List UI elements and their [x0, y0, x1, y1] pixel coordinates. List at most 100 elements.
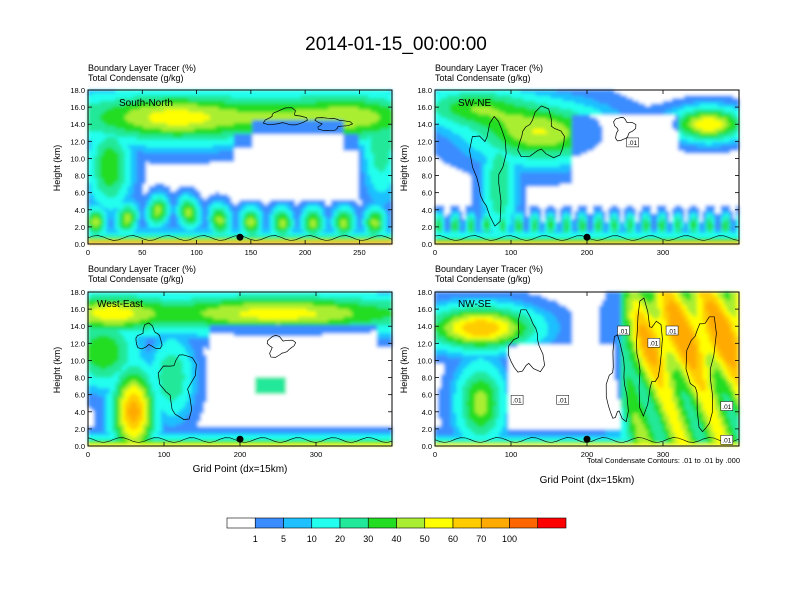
- colorbar-label: 70: [476, 534, 486, 544]
- y-tick-label: 16.0: [70, 103, 85, 112]
- colorbar-swatch: [226, 517, 256, 529]
- colorbar-label: 20: [335, 534, 345, 544]
- y-tick-label: 14.0: [70, 322, 85, 331]
- x-tick-label: 0: [86, 248, 90, 257]
- contour-label-box: [720, 401, 734, 411]
- contour-label-box: [510, 395, 524, 405]
- panel-south-north: Boundary Layer Tracer (%) Total Condensa…: [52, 63, 393, 257]
- contour-line: [636, 297, 663, 418]
- y-tick-label: 2.0: [422, 223, 432, 232]
- panel-nw-se: Boundary Layer Tracer (%) Total Condensa…: [399, 264, 740, 486]
- y-tick-label: 16.0: [70, 305, 85, 314]
- contour-label: .01: [722, 404, 731, 411]
- y-tick-label: 0.0: [422, 240, 432, 249]
- y-tick-label: 4.0: [75, 206, 85, 215]
- plot-frame: [434, 89, 740, 245]
- y-tick-label: 10.0: [417, 356, 432, 365]
- contour-line: [517, 105, 565, 159]
- x-tick-label: 100: [505, 450, 518, 459]
- contour-label: .01: [628, 140, 637, 147]
- contour-line: [507, 309, 545, 373]
- heatmap-field: [435, 90, 739, 244]
- grid-point-marker: [236, 233, 244, 241]
- y-tick-label: 16.0: [417, 305, 432, 314]
- grid-marker: [583, 233, 591, 241]
- plot-frame: [87, 291, 393, 447]
- contour-line: [262, 107, 308, 126]
- x-tick-label: 200: [581, 248, 594, 257]
- y-tick-label: 18.0: [417, 288, 432, 297]
- x-tick-label: 0: [86, 450, 90, 459]
- contour-line: [685, 316, 717, 433]
- x-tick-label: 50: [138, 248, 146, 257]
- panel-title-line1: Boundary Layer Tracer (%): [88, 264, 196, 274]
- y-tick-label: 12.0: [417, 137, 432, 146]
- x-axis-label: Grid Point (dx=15km): [193, 464, 288, 475]
- panel-sw-ne: Boundary Layer Tracer (%) Total Condensa…: [399, 63, 740, 257]
- y-tick-label: 6.0: [422, 391, 432, 400]
- x-tick-label: 100: [158, 450, 171, 459]
- grid-point-marker: [583, 435, 591, 443]
- panel-title-line1: Boundary Layer Tracer (%): [435, 264, 543, 274]
- x-tick-label: 150: [245, 248, 258, 257]
- colorbar-swatch: [339, 517, 369, 529]
- contour-label-box: [626, 137, 639, 148]
- x-axis: 0 50 100 150 200 250: [86, 90, 366, 257]
- y-tick-label: 14.0: [417, 120, 432, 129]
- panel-title-line1: Boundary Layer Tracer (%): [88, 63, 196, 73]
- contour-label: .01: [668, 328, 677, 335]
- x-tick-label: 200: [234, 450, 247, 459]
- contour-line: [266, 334, 297, 358]
- colorbar-swatch: [509, 517, 539, 529]
- contour-note: Total Condensate Contours: .01 to .01 by…: [587, 456, 740, 465]
- y-axis: 0.0 2.0 4.0 6.0 8.0 10.0 12.0 14.0 16.0 18.0: [417, 288, 739, 451]
- y-tick-label: 0.0: [75, 240, 85, 249]
- y-tick-label: 2.0: [75, 425, 85, 434]
- y-tick-label: 12.0: [70, 137, 85, 146]
- y-tick-label: 10.0: [417, 154, 432, 163]
- y-axis: 0.0 2.0 4.0 6.0 8.0 10.0 12.0 14.0 16.0 18.0: [417, 86, 739, 249]
- y-tick-label: 18.0: [417, 86, 432, 95]
- heatmap-image: [435, 292, 739, 446]
- heatmap-field: [88, 292, 392, 446]
- grid-marker: [236, 233, 244, 241]
- y-tick-label: 8.0: [75, 374, 85, 383]
- panel-label: West-East: [97, 299, 143, 310]
- contour-label-box: [720, 435, 734, 445]
- panel-label: South-North: [119, 98, 173, 109]
- grid-marker: [583, 435, 591, 443]
- colorbar: 1 5 10 20 30 40 50 60 70 100: [226, 517, 567, 544]
- panel-title-line2: Total Condensate (g/kg): [88, 274, 184, 284]
- heatmap-field: [88, 90, 392, 244]
- contour-line: [314, 117, 354, 132]
- colorbar-label: 60: [448, 534, 458, 544]
- colorbar-swatch: [424, 517, 454, 529]
- panel-west-east: Boundary Layer Tracer (%) Total Condensa…: [52, 264, 393, 475]
- colorbar-swatch: [311, 517, 341, 529]
- colorbar-label: 100: [502, 534, 517, 544]
- y-tick-label: 8.0: [422, 172, 432, 181]
- y-tick-label: 0.0: [422, 442, 432, 451]
- contour-line: [157, 354, 197, 420]
- y-tick-label: 18.0: [70, 288, 85, 297]
- panel-title-line2: Total Condensate (g/kg): [435, 274, 531, 284]
- colorbar-swatch: [452, 517, 482, 529]
- y-tick-label: 8.0: [75, 172, 85, 181]
- x-tick-label: 100: [190, 248, 203, 257]
- y-tick-label: 14.0: [417, 322, 432, 331]
- heatmap-field: [435, 292, 739, 446]
- y-tick-label: 4.0: [422, 408, 432, 417]
- plot-frame: [87, 89, 393, 245]
- contour-label-box: [647, 338, 661, 348]
- heatmap-image: [88, 90, 392, 244]
- x-tick-label: 300: [310, 450, 323, 459]
- heatmap-image: [435, 90, 739, 244]
- x-tick-label: 0: [433, 248, 437, 257]
- colorbar-label: 10: [307, 534, 317, 544]
- contour-lines: .01 .01 .01 .01 .01 .01 .01: [434, 297, 740, 445]
- colorbar-swatch: [254, 517, 284, 529]
- grid-point-marker: [583, 233, 591, 241]
- colorbar-label: 5: [281, 534, 286, 544]
- grid-marker: [236, 435, 244, 443]
